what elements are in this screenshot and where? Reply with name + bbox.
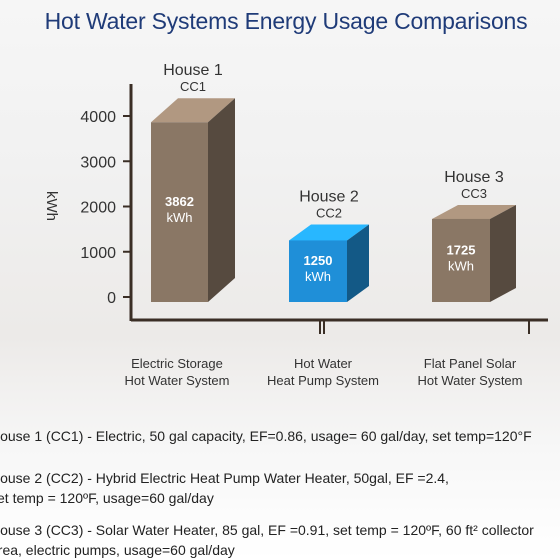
x-category-label-1-line-1: Electric Storage — [131, 356, 223, 371]
y-tick-label: 4000 — [80, 109, 116, 126]
x-category-label-3-line-2: Hot Water System — [418, 373, 523, 388]
bar-1-house-label: House 1 — [163, 62, 223, 79]
bar-2-house-label: House 2 — [299, 188, 359, 205]
bar-1-unit-label: kWh — [167, 210, 193, 225]
chart-title: Hot Water Systems Energy Usage Compariso… — [44, 8, 528, 34]
bar-1-side — [208, 98, 235, 302]
bar-2-side — [347, 224, 369, 302]
x-category-label-1-line-2: Hot Water System — [125, 373, 230, 388]
x-category-label-3-line-1: Flat Panel Solar — [424, 356, 517, 371]
note-house-2: House 2 (CC2) - Hybrid Electric Heat Pum… — [0, 468, 560, 508]
note-house-3-line-2: area, electric pumps, usage=60 gal/day — [0, 542, 235, 558]
y-tick-label: 0 — [107, 290, 116, 307]
y-axis-label: kWh — [43, 191, 60, 221]
bar-2 — [289, 240, 347, 302]
note-house-2-line-2: set temp = 120ºF, usage=60 gal/day — [0, 490, 214, 506]
bar-2-unit-label: kWh — [305, 269, 331, 284]
note-house-1-line-1: House 1 (CC1) - Electric, 50 gal capacit… — [0, 428, 532, 444]
x-category-label-2-line-2: Heat Pump System — [267, 373, 379, 388]
y-tick-label: 2000 — [80, 200, 116, 217]
bar-2-top — [289, 224, 369, 241]
bar-3 — [432, 218, 490, 302]
bar-3-house-label: House 3 — [444, 169, 504, 186]
y-tick-label: 3000 — [80, 154, 116, 171]
note-house-1: House 1 (CC1) - Electric, 50 gal capacit… — [0, 426, 560, 446]
y-tick-label: 1000 — [80, 245, 116, 262]
bar-3-top — [432, 204, 516, 219]
bar-1-code-label: CC1 — [180, 79, 206, 94]
bar-3-unit-label: kWh — [448, 258, 474, 273]
bar-3-code-label: CC3 — [461, 186, 487, 201]
x-category-label-2-line-1: Hot Water — [294, 356, 353, 371]
bar-1-top — [151, 98, 235, 123]
bar-1-value-label: 3862 — [165, 194, 194, 209]
bar-2-code-label: CC2 — [316, 205, 342, 220]
note-house-3: House 3 (CC3) - Solar Water Heater, 85 g… — [0, 520, 560, 560]
note-house-2-line-1: House 2 (CC2) - Hybrid Electric Heat Pum… — [0, 470, 449, 486]
note-house-3-line-1: House 3 (CC3) - Solar Water Heater, 85 g… — [0, 522, 534, 538]
bar-2-value-label: 1250 — [304, 253, 333, 268]
bar-1 — [151, 122, 208, 302]
bar-3-value-label: 1725 — [447, 242, 476, 257]
bar-3-side — [490, 204, 516, 302]
